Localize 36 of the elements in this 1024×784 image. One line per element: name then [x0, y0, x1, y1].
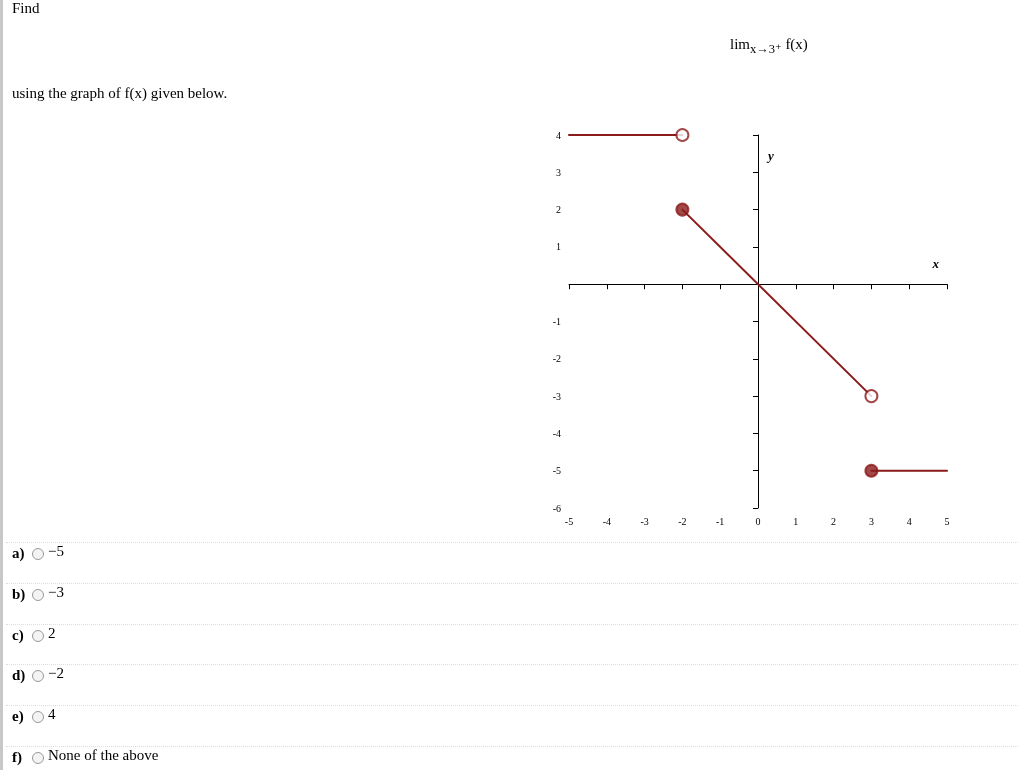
- x-tick-label: 5: [944, 515, 950, 527]
- x-tick-label: -2: [678, 515, 687, 527]
- y-tick-label: 4: [556, 129, 561, 141]
- y-tick-label: -2: [552, 353, 561, 365]
- y-tick-label: -5: [552, 465, 561, 477]
- x-tick-label: -4: [602, 515, 611, 527]
- text: a) −5: [12, 543, 64, 561]
- point: [675, 202, 690, 217]
- y-tick-label: 3: [556, 166, 561, 178]
- x-tick-label: 4: [906, 515, 912, 527]
- x-tick-label: 1: [793, 515, 799, 527]
- x-tick-label: -3: [640, 515, 649, 527]
- y-tick-label: 1: [556, 241, 561, 253]
- x-axis-title: x: [931, 256, 940, 272]
- y-tick-label: -3: [552, 390, 561, 402]
- y-tick-label: 2: [556, 204, 561, 216]
- y-tick-label: -1: [552, 316, 561, 327]
- point: [675, 128, 690, 142]
- point: [864, 463, 879, 478]
- x-tick-label: 2: [831, 515, 837, 527]
- text: d) −2: [12, 665, 64, 684]
- text: f) None of the above: [12, 747, 159, 765]
- text: lim$_{x→3⁺}$ f(x): [730, 36, 808, 57]
- y-tick-label: -6: [552, 502, 561, 514]
- text: Find: [12, 0, 40, 17]
- y-axis-title: y: [766, 148, 774, 163]
- text: using the graph of f(x) given below.: [12, 85, 228, 102]
- point: [864, 389, 879, 404]
- text: c) 2: [12, 624, 56, 643]
- x-tick-label: -1: [716, 515, 725, 527]
- x-tick-label: 0: [755, 515, 761, 527]
- x-tick-label: -5: [564, 515, 574, 527]
- y-tick-label: -4: [552, 427, 561, 439]
- text: e) 4: [12, 706, 56, 725]
- text: b) −3: [12, 583, 64, 602]
- x-tick-label: 3: [868, 515, 874, 527]
